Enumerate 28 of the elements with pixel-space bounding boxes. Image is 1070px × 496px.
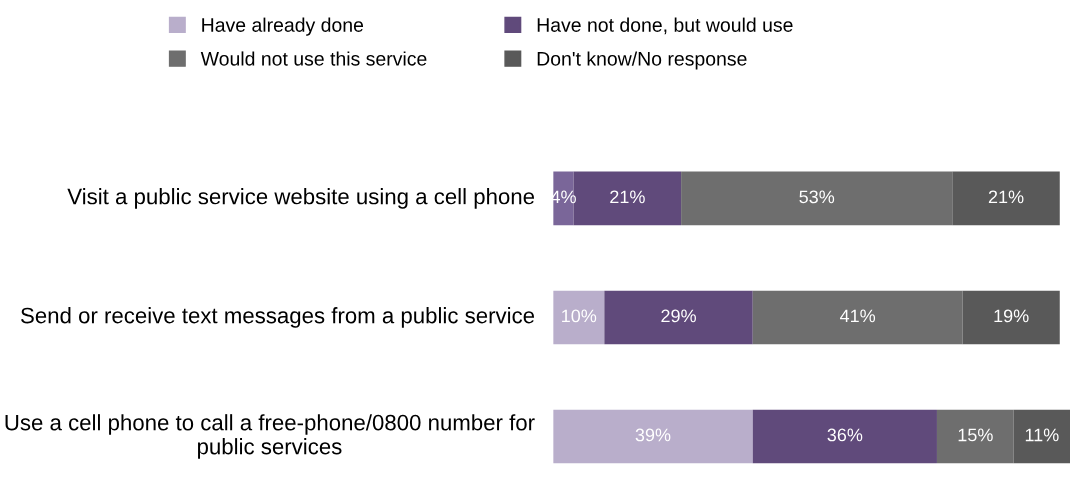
bar (952, 171, 1060, 226)
bar (936, 409, 1014, 464)
legend-label: Have not done, but would use (537, 17, 793, 35)
data-label: 36% (827, 428, 863, 442)
bar (752, 290, 963, 345)
bar (752, 409, 937, 464)
legend-label: Don't know/No response (537, 51, 747, 70)
data-label: 10% (562, 309, 597, 323)
bar (962, 290, 1060, 345)
data-label: 41% (839, 309, 876, 323)
bar (681, 171, 953, 226)
data-label: 21% (988, 190, 1024, 204)
y-tick-label: Send or receive text messages from a public service (21, 307, 535, 328)
data-label: 11% (1025, 428, 1059, 442)
data-label: 53% (799, 190, 835, 204)
y-tick-label: Use a cell phone to call a free-phone/0800 number for public services (5, 414, 535, 459)
bar (553, 409, 753, 464)
data-label: 21% (610, 190, 645, 204)
bar (604, 290, 753, 345)
legend-label: Would not use this service (200, 51, 427, 66)
bar (553, 290, 605, 345)
data-label: 19% (994, 309, 1029, 323)
data-label: 29% (661, 309, 696, 323)
data-label: 39% (635, 428, 671, 442)
legend-label: Have already done (202, 17, 364, 36)
y-tick-label: Visit a public service website using a cell phone (67, 188, 535, 209)
data-label: 15% (958, 428, 993, 442)
bar (1013, 409, 1070, 464)
